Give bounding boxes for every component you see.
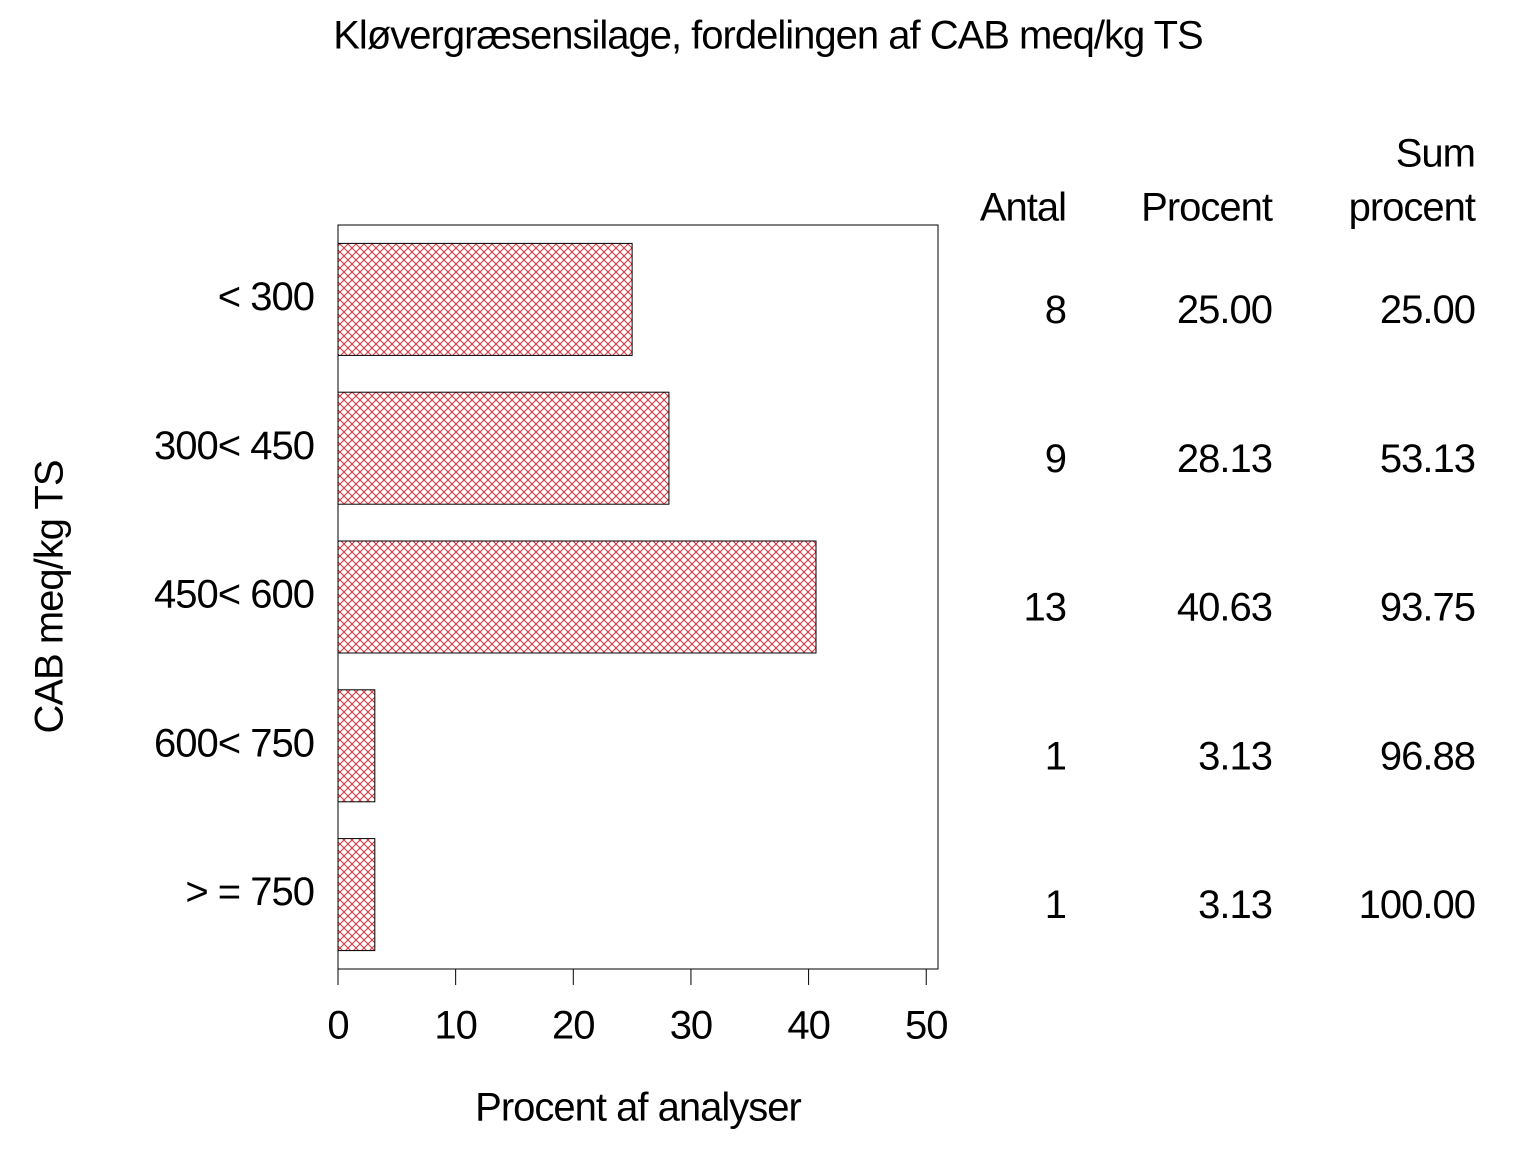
x-tick-label: 40 xyxy=(787,1004,830,1048)
x-axis-label: Procent af analyser xyxy=(475,1086,801,1130)
table-header: Antal xyxy=(980,186,1066,230)
table-cell: 3.13 xyxy=(1198,883,1272,927)
table-header: Procent xyxy=(1141,186,1273,230)
table-cell: 40.63 xyxy=(1177,586,1272,630)
table-cell: 28.13 xyxy=(1177,437,1272,481)
table-cell: 25.00 xyxy=(1380,288,1475,332)
table-cell: 3.13 xyxy=(1198,734,1272,778)
bar xyxy=(337,540,817,654)
y-tick-label: 300< 450 xyxy=(154,424,314,468)
bar xyxy=(337,689,376,803)
table-cell: 1 xyxy=(1045,734,1066,778)
table-cell: 96.88 xyxy=(1380,734,1475,778)
bar xyxy=(337,391,670,505)
x-tick-label: 30 xyxy=(670,1004,713,1048)
y-tick-label: 450< 600 xyxy=(154,573,314,617)
x-tick-label: 10 xyxy=(434,1004,477,1048)
table-cell: 53.13 xyxy=(1380,437,1475,481)
y-tick-label: > = 750 xyxy=(185,870,314,914)
x-tick-label: 0 xyxy=(327,1004,348,1048)
chart-title: Kløvergræsensilage, fordelingen af CAB m… xyxy=(333,14,1202,58)
table-header: Sum xyxy=(1396,132,1475,176)
bar xyxy=(337,242,633,356)
table-cell: 25.00 xyxy=(1177,288,1272,332)
table-cell: 8 xyxy=(1045,288,1066,332)
y-axis-label: CAB meq/kg TS xyxy=(28,460,72,733)
table-cell: 9 xyxy=(1045,437,1066,481)
table-cell: 93.75 xyxy=(1380,586,1475,630)
bar xyxy=(337,838,376,952)
table-cell: 1 xyxy=(1045,883,1066,927)
x-tick-label: 20 xyxy=(552,1004,595,1048)
y-tick-label: < 300 xyxy=(218,275,314,319)
y-tick-label: 600< 750 xyxy=(154,721,314,765)
x-tick-label: 50 xyxy=(905,1004,948,1048)
table-cell: 100.00 xyxy=(1359,883,1475,927)
table-header: procent xyxy=(1349,186,1476,230)
table-cell: 13 xyxy=(1024,586,1067,630)
